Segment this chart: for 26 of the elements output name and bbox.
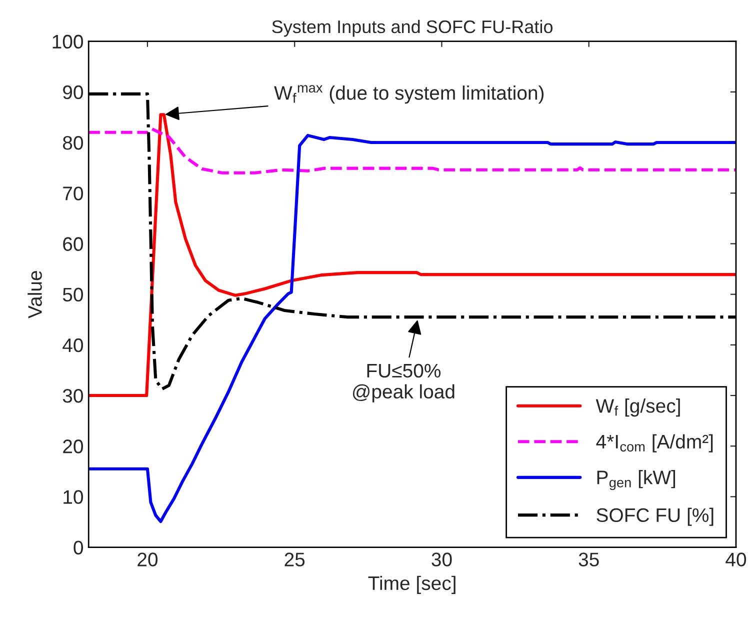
- y-tick-label: 70: [63, 186, 83, 200]
- y-tick-label: 90: [63, 85, 83, 100]
- legend-label: 4*I$_{com}$ [A/dm²]: [596, 434, 713, 452]
- y-tick-label: 0: [74, 540, 83, 555]
- x-tick-label: 20: [138, 552, 158, 566]
- y-tick-label: 80: [62, 136, 83, 150]
- x-tick-label: 25: [284, 552, 305, 566]
- y-axis-title: Value: [28, 271, 42, 318]
- y-tick-label: 20: [63, 440, 83, 454]
- legend-label: P$_{gen}$ [kW]: [597, 470, 676, 490]
- x-tick-label: 40: [726, 552, 746, 566]
- x-tick-label: 30: [432, 552, 452, 566]
- x-axis-title: Time [sec]: [368, 576, 456, 594]
- chart-title: System Inputs and SOFC FU-Ratio: [272, 20, 553, 37]
- legend-label: W$_{f}$ [g/sec]: [596, 398, 680, 417]
- legend-label: SOFC FU [%]: [596, 508, 714, 526]
- x-tick-label: 35: [578, 552, 599, 566]
- annotation: W$_{f}$$^{max}$ (due to system limitation): [274, 85, 544, 104]
- y-tick-label: 50: [62, 288, 83, 302]
- y-tick-label: 30: [62, 388, 83, 403]
- y-tick-label: 60: [63, 237, 83, 251]
- annotation: FU≤50% @peak load: [352, 364, 454, 402]
- y-tick-label: 10: [64, 490, 83, 504]
- line-series: [88, 127, 736, 174]
- y-tick-label: 40: [62, 338, 83, 352]
- y-tick-label: 100: [52, 34, 83, 49]
